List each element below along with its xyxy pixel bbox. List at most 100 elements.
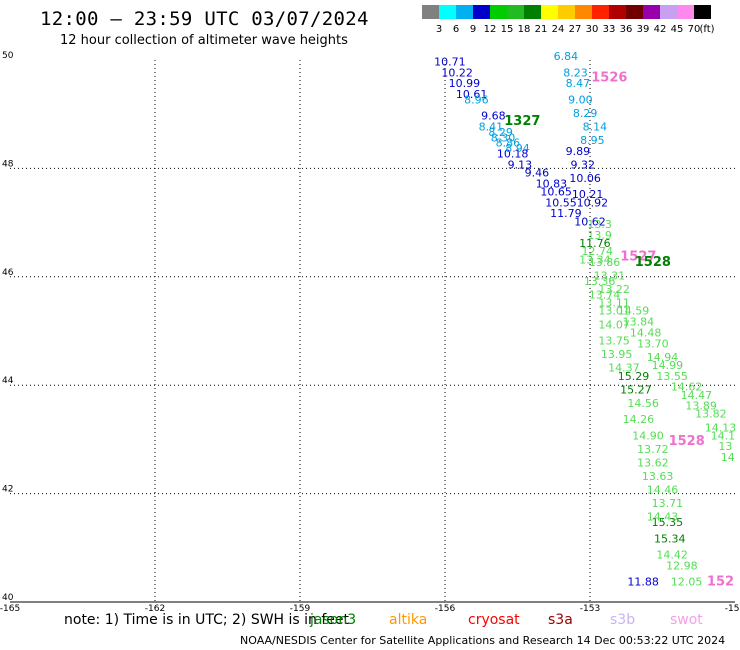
wave-height-label: 14.07 [598,318,630,331]
wave-height-label: 8.95 [580,134,605,147]
wave-height-label: 14 [721,451,735,464]
wave-height-label: 10.55 [545,196,577,209]
wave-height-label: 13.89 [685,400,717,413]
wave-height-label: 11.79 [550,207,582,220]
color-scale-swatch [541,5,558,19]
wave-height-label: 11.88 [627,576,659,589]
color-scale-label: 18 [518,24,531,35]
color-scale-label: 30 [586,24,599,35]
footer-note: note: 1) Time is in UTC; 2) SWH is in fe… [64,612,350,628]
chart-title: 12:00 – 23:59 UTC 03/07/2024 [40,8,369,30]
wave-height-label: 10.61 [456,88,488,101]
wave-height-label: 14.37 [608,362,640,375]
wave-height-label: 13.63 [642,470,674,483]
color-scale-swatch [609,5,626,19]
wave-height-label: 8.94 [505,142,530,155]
wave-height-label: 13.55 [656,370,688,383]
wave-height-label: 10.22 [441,66,473,79]
wave-height-label: 13.62 [637,457,669,470]
color-scale-label: 15 [501,24,514,35]
y-tick-label: 50 [2,51,14,61]
wave-height-label: 8.29 [573,107,598,120]
color-scale-label: 3 [436,24,442,35]
pass-time-label: 152 [707,575,734,590]
wave-height-label: 13.11 [598,297,630,310]
wave-height-label: 9.89 [566,145,591,158]
color-scale-swatch [524,5,541,19]
wave-height-label: 14.56 [627,397,659,410]
wave-height-label: 13.82 [695,408,727,421]
color-scale-label: 42 [654,24,667,35]
wave-height-label: 9.00 [568,93,593,106]
color-scale-swatch [694,5,711,19]
pass-time-label: 1528 [635,255,671,270]
wave-height-label: 13.75 [598,335,630,348]
color-scale-swatch [575,5,592,19]
x-tick-label: -165 [0,604,20,612]
wave-height-label: 8.29 [488,126,513,139]
y-tick-label: 40 [2,593,14,603]
wave-height-label: 13.72 [637,443,669,456]
color-scale-swatch [507,5,524,19]
color-scale-label: 39 [637,24,650,35]
wave-height-label: 12.74 [582,245,614,258]
y-tick-label: 42 [2,485,13,495]
wave-height-label: 6.84 [554,50,579,63]
wave-height-label: 14.62 [671,381,703,394]
satellite-legend-jason3: jason3 [310,612,357,628]
wave-height-label: 13.84 [623,316,655,329]
color-scale-swatch [490,5,507,19]
footer-credit: NOAA/NESDIS Center for Satellite Applica… [240,634,726,647]
wave-height-label: 10.92 [577,196,609,209]
wave-height-label: 8.14 [583,120,608,133]
wave-height-label: 13.36 [584,275,616,288]
wave-height-label: 14.1 [711,429,736,442]
wave-height-label: 13.86 [589,256,621,269]
wave-height-label: 9.46 [525,167,550,180]
wave-height-label: 13.71 [652,497,684,510]
color-scale-swatch [456,5,473,19]
color-scale-label: 27 [569,24,582,35]
color-scale-swatch [660,5,677,19]
color-scale-swatch [626,5,643,19]
wave-height-label: 9.32 [571,158,596,171]
y-tick-label: 44 [2,376,14,386]
wave-height-label: 14.46 [647,484,679,497]
wave-height-label: 13.22 [598,283,630,296]
wave-height-label: 14.43 [647,511,679,524]
wave-height-label: 11.76 [579,237,611,250]
wave-height-label: 9.68 [481,110,506,123]
satellite-legend-s3b: s3b [610,612,636,628]
wave-height-label: 8.47 [566,77,591,90]
color-scale-label: 6 [453,24,459,35]
wave-height-label: 14.47 [681,389,713,402]
wave-height-label: 10.83 [536,177,568,190]
pass-time-label: 1526 [591,71,627,86]
wave-height-label: 10.62 [574,215,606,228]
color-scale-swatch [422,5,439,19]
wave-height-label: 8.96 [464,93,489,106]
wave-height-label: 9.13 [508,158,533,171]
color-scale-label: 70 [688,24,701,35]
wave-height-label: 13.70 [637,337,669,350]
color-scale-unit: (ft) [699,24,714,35]
wave-height-label: 15.27 [620,383,652,396]
x-tick-label: -159 [290,604,311,612]
satellite-legend-altika: altika [389,612,428,628]
wave-height-label: 14.42 [656,549,688,562]
wave-height-label: 13.01 [598,305,630,318]
wave-height-label: 15.35 [652,516,684,529]
wave-height-label: 14.26 [623,413,655,426]
color-scale-label: 9 [470,24,476,35]
x-tick-label: -150 [725,604,740,612]
color-scale-label: 24 [552,24,565,35]
wave-height-label: 14.59 [618,305,650,318]
wave-height-label: 13.3 [587,218,612,231]
wave-height-label: 8.86 [496,137,521,150]
satellite-legend-cryosat: cryosat [468,612,520,628]
wave-height-label: 10.65 [540,186,572,199]
satellite-legend-s3a: s3a [548,612,573,628]
y-tick-label: 48 [2,159,14,169]
color-scale-legend: 3 6 9 12 15 18 21 24 27 30 33 36 39 42 45 70 (ft) [422,5,715,35]
pass-time-label: 1527 [620,250,656,265]
